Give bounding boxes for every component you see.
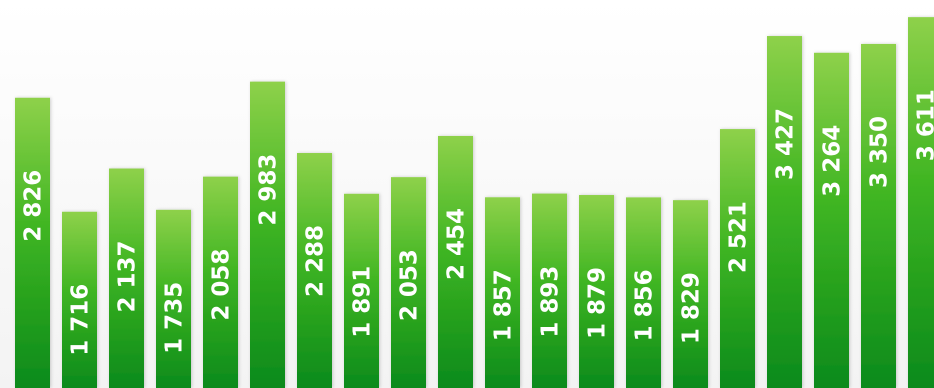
bar [673,200,708,388]
bar-value-label: 3 264 [820,125,846,197]
bar-value-label: 3 427 [773,108,799,180]
bar [344,193,379,388]
bar [15,97,50,388]
bar [861,43,896,388]
bar-value-label: 2 983 [256,154,282,226]
bar [250,81,285,388]
bar-value-label: 2 826 [21,170,47,242]
bar [767,36,802,388]
bar [391,177,426,388]
bar [438,135,473,388]
bar-value-label: 1 716 [68,284,94,356]
bar-value-label: 2 053 [397,249,423,321]
bar-value-label: 1 891 [350,266,376,338]
bar-value-label: 3 611 [914,89,934,161]
bar-value-label: 3 350 [867,116,893,188]
bar-value-label: 2 137 [115,241,141,313]
bar-value-label: 2 454 [444,208,470,280]
bar [579,195,614,388]
bar [203,176,238,388]
bar-value-label: 2 288 [303,225,329,297]
bar [156,209,191,388]
bar [297,153,332,388]
bar-value-label: 2 058 [209,249,235,321]
bar-value-label: 1 856 [632,269,658,341]
bar [532,193,567,388]
bar-value-label: 1 829 [679,272,705,344]
bar-value-label: 1 893 [538,266,564,338]
bar [814,52,849,388]
bar-value-label: 1 735 [162,282,188,354]
bar-value-label: 1 879 [585,267,611,339]
bar [62,211,97,388]
bar [626,197,661,388]
bar-value-label: 2 521 [726,201,752,273]
bar [720,129,755,388]
bar [908,17,934,388]
bar-value-label: 1 857 [491,269,517,341]
bar-series: 2 826 1 716 2 137 1 735 2 058 2 983 2 288 1 891… [15,17,934,388]
bar [485,197,520,388]
bar [109,168,144,388]
